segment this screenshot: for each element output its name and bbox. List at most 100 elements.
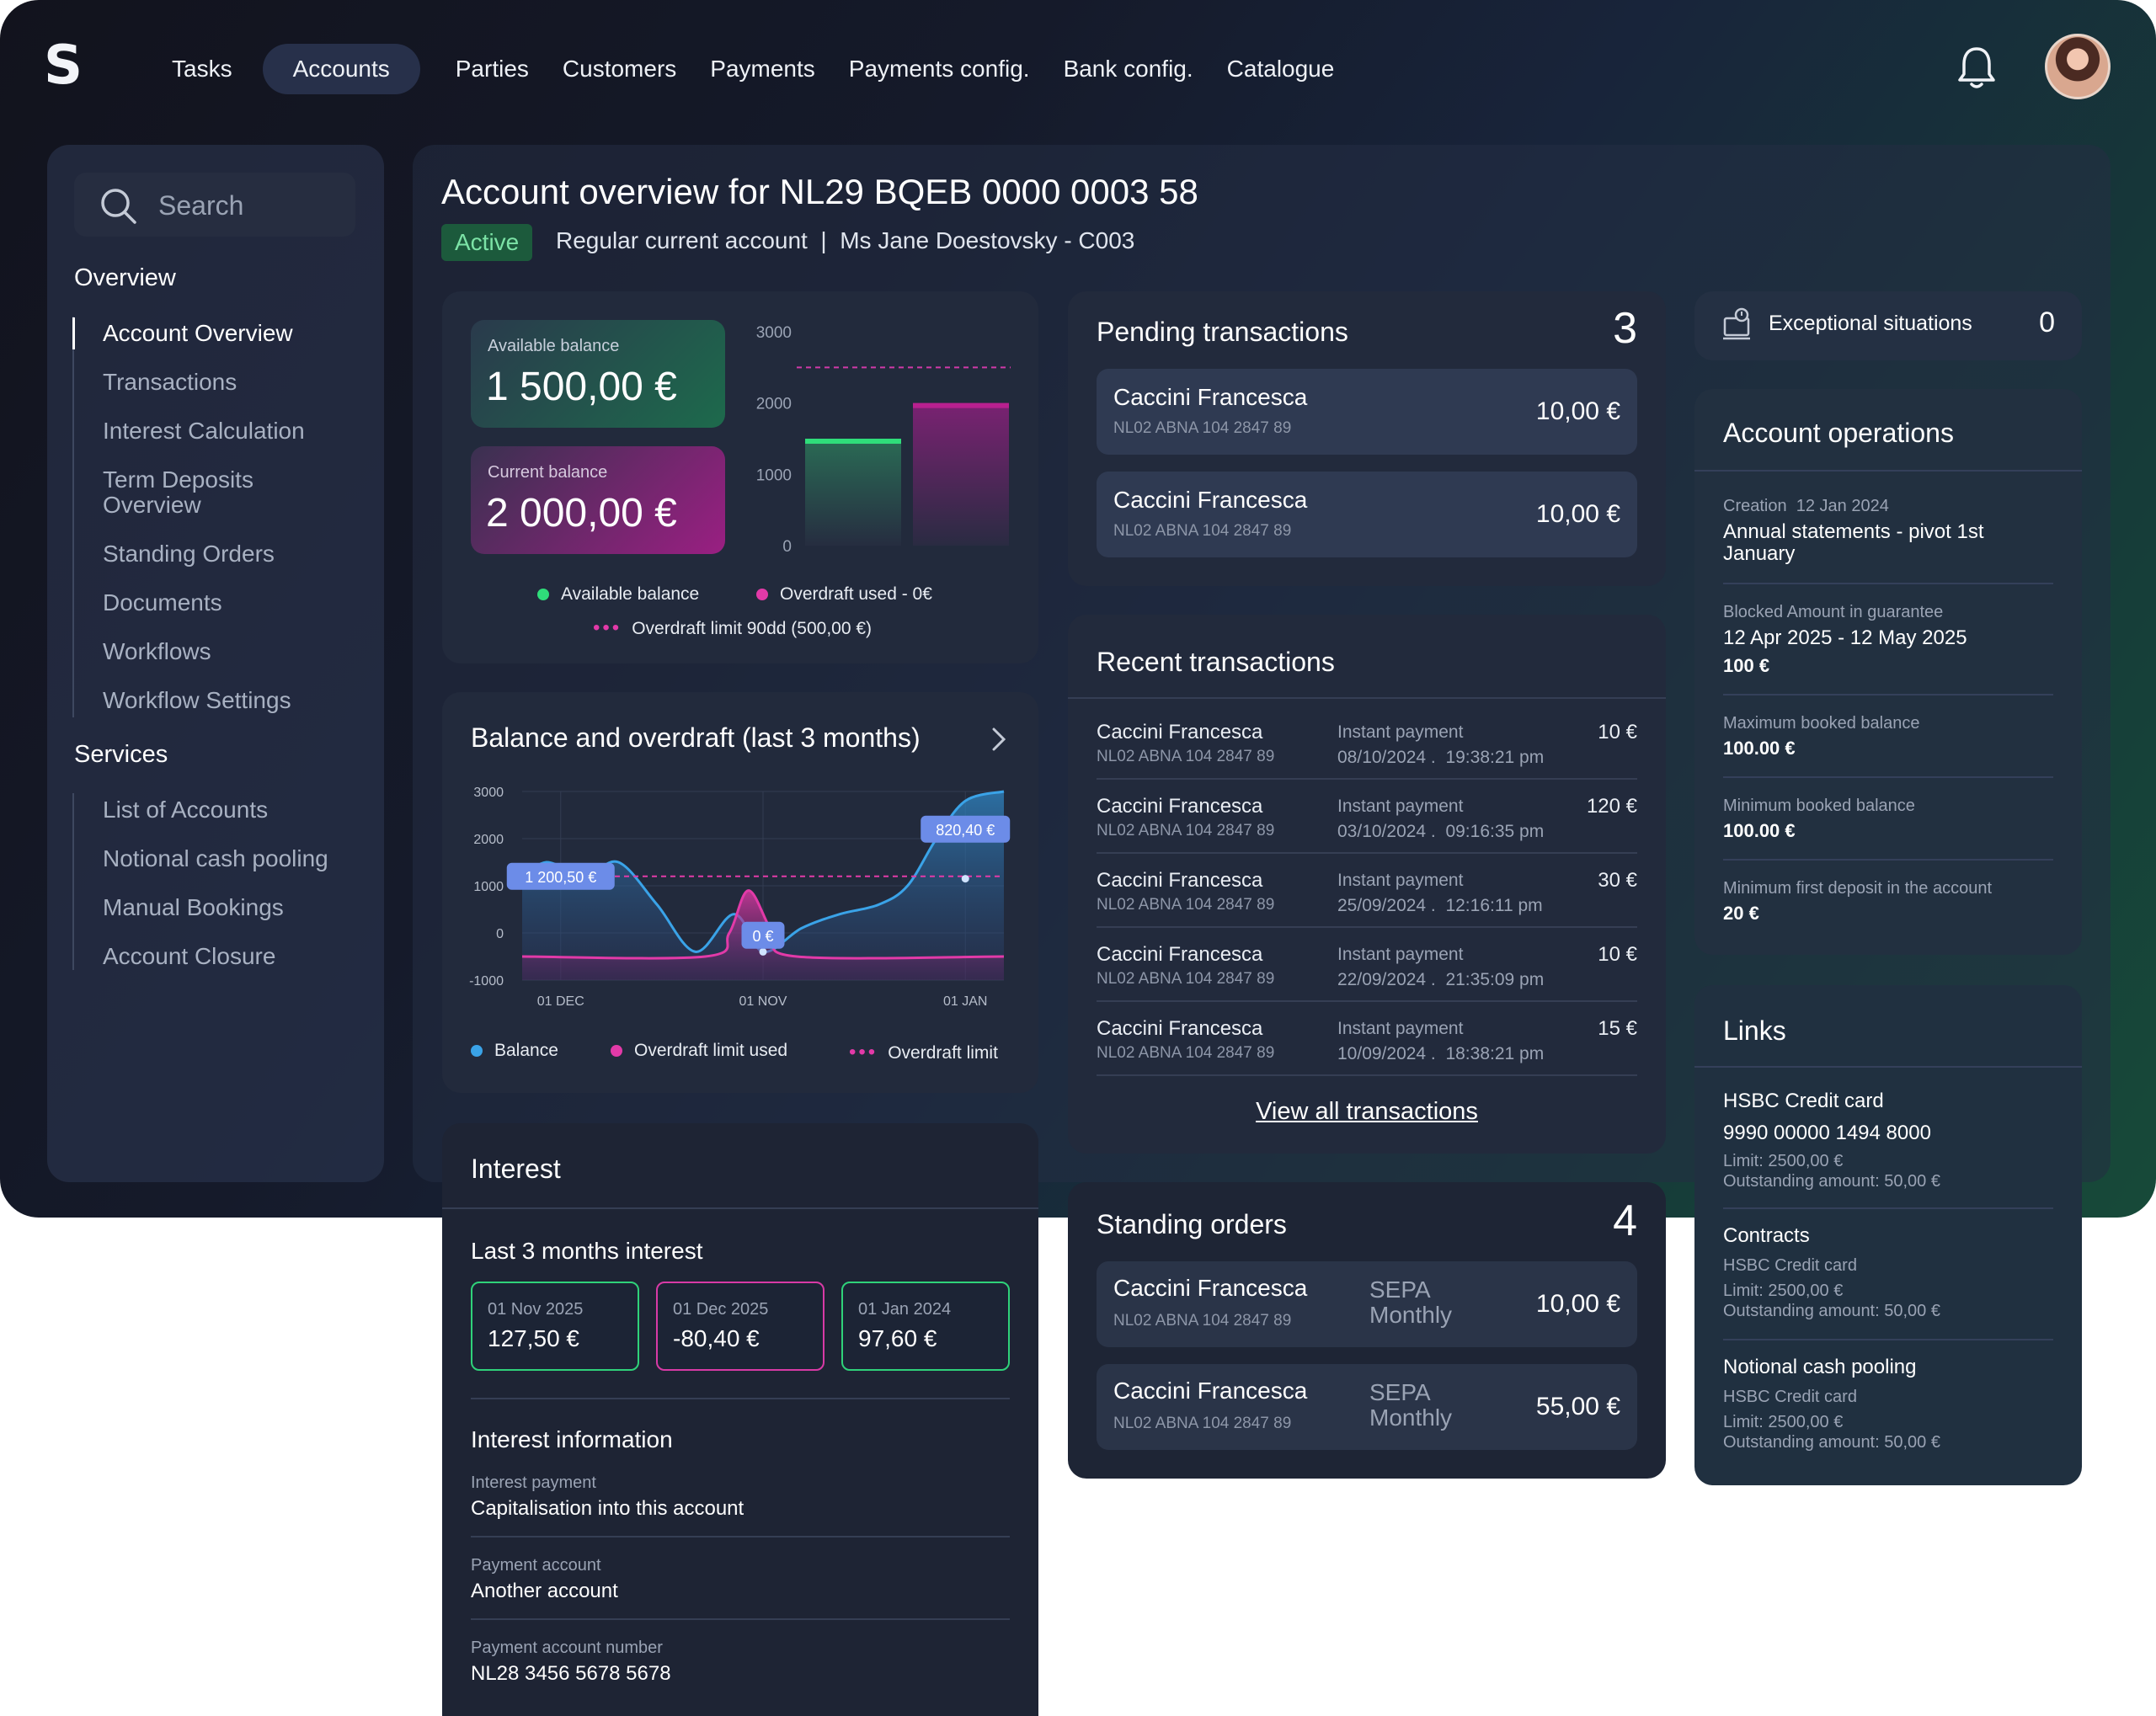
max-balance-value: 100.00 €	[1723, 738, 1796, 759]
pending-iban: NL02 ABNA 104 2847 89	[1113, 522, 1292, 540]
max-balance-label: Maximum booked balance	[1723, 714, 1920, 733]
interest-month-date: 01 Dec 2025	[673, 1300, 769, 1319]
sidebar-item-interest-calculation[interactable]: Interest Calculation	[103, 418, 305, 444]
divider	[1097, 926, 1637, 928]
nav-payments[interactable]: Payments	[710, 56, 815, 82]
callout-box	[741, 921, 785, 949]
links-title: Links	[1723, 1015, 1786, 1046]
standing-type: SEPA	[1369, 1379, 1431, 1405]
nav-customers[interactable]: Customers	[562, 56, 677, 82]
y-tick-label: 1000	[756, 466, 792, 484]
sidebar-item-notional-cash-pooling[interactable]: Notional cash pooling	[103, 845, 328, 871]
interest-month-value: 97,60 €	[858, 1325, 937, 1351]
user-avatar[interactable]	[2045, 34, 2111, 99]
balance-bar-chart: 3000 2000 1000 0	[756, 324, 1011, 556]
last3-interest-title: Last 3 months interest	[471, 1238, 703, 1264]
nav-accounts[interactable]: Accounts	[262, 44, 420, 94]
sidebar-item-list-of-accounts[interactable]: List of Accounts	[103, 797, 269, 823]
divider	[1723, 776, 2053, 778]
sidebar-section-overview[interactable]: Overview	[74, 264, 176, 291]
standing-count: 4	[1613, 1196, 1637, 1245]
sidebar-item-account-closure[interactable]: Account Closure	[103, 943, 276, 969]
recent-title: Recent transactions	[1097, 647, 1335, 677]
sidebar-tree-line	[72, 793, 74, 970]
sidebar-item-manual-bookings[interactable]: Manual Bookings	[103, 894, 284, 920]
y-tick-label: 2000	[756, 396, 792, 413]
sidebar-item-account-overview[interactable]: Account Overview	[103, 320, 293, 346]
standing-name: Caccini Francesca	[1113, 1378, 1308, 1404]
interest-month-date: 01 Nov 2025	[488, 1300, 584, 1319]
interest-month-box	[841, 1282, 1010, 1371]
pending-row[interactable]	[1097, 369, 1637, 455]
payment-account-label: Payment account	[471, 1556, 601, 1575]
nav-bank-config[interactable]: Bank config.	[1063, 56, 1193, 82]
view-all-transactions-link[interactable]: View all transactions	[1256, 1098, 1478, 1125]
standing-title: Standing orders	[1097, 1209, 1287, 1239]
sidebar-item-workflows[interactable]: Workflows	[103, 638, 211, 664]
divider	[1723, 583, 2053, 584]
sidebar-item-standing-orders[interactable]: Standing Orders	[103, 541, 275, 567]
pending-count: 3	[1613, 304, 1637, 353]
available-balance-value: 1 500,00 €	[486, 365, 677, 409]
bar-top-current	[913, 402, 1009, 408]
search-input[interactable]	[74, 173, 355, 237]
x-tick-label: 01 NOV	[739, 994, 787, 1009]
interest-month-box	[471, 1282, 639, 1371]
callout-box	[506, 862, 615, 890]
recent-tx-iban: NL02 ABNA 104 2847 89	[1097, 970, 1275, 988]
link-contracts-title[interactable]: Contracts	[1723, 1224, 1810, 1247]
sidebar-section-services[interactable]: Services	[74, 741, 168, 768]
link-cash-pooling-title[interactable]: Notional cash pooling	[1723, 1356, 1917, 1378]
first-deposit-label: Minimum first deposit in the account	[1723, 879, 1993, 898]
divider	[1723, 1207, 2053, 1209]
recent-tx-iban: NL02 ABNA 104 2847 89	[1097, 896, 1275, 914]
bar-top-available	[805, 439, 901, 444]
recent-tx-name: Caccini Francesca	[1097, 943, 1263, 966]
x-tick-label: 01 JAN	[943, 994, 987, 1009]
exceptional-situations-card[interactable]	[1694, 291, 2082, 360]
exceptional-label: Exceptional situations	[1769, 312, 1972, 335]
recent-transactions-card	[1068, 615, 1666, 1154]
account-subtitle: Regular current account | Ms Jane Doesto…	[556, 227, 1135, 253]
sidebar-item-documents[interactable]: Documents	[103, 589, 222, 616]
sidebar-item-workflow-settings[interactable]: Workflow Settings	[103, 687, 291, 713]
interest-month-date: 01 Jan 2024	[858, 1300, 952, 1319]
search-icon	[98, 185, 138, 226]
interest-info-title: Interest information	[471, 1426, 673, 1452]
standing-name: Caccini Francesca	[1113, 1275, 1308, 1301]
y-tick-label: -1000	[469, 974, 504, 989]
link-credit-card-title[interactable]: HSBC Credit card	[1723, 1090, 1884, 1112]
nav-parties[interactable]: Parties	[455, 56, 529, 82]
recent-tx-name: Caccini Francesca	[1097, 721, 1263, 743]
sidebar-item-term-deposits[interactable]: Term Deposits	[103, 466, 253, 493]
pending-row[interactable]	[1097, 472, 1637, 557]
bell-icon[interactable]	[1956, 44, 1998, 91]
chevron-right-icon[interactable]	[987, 724, 1011, 754]
interest-title: Interest	[471, 1154, 561, 1184]
standing-row[interactable]	[1097, 1364, 1637, 1450]
app-logo[interactable]: S	[44, 35, 83, 97]
creation-value: Annual statements - pivot 1st	[1723, 520, 1984, 543]
recent-tx-amount: 15 €	[1598, 1017, 1637, 1040]
sidebar-item-term-deposits-line2[interactable]: Overview	[103, 492, 201, 518]
divider	[1097, 852, 1637, 854]
sidebar-item-transactions[interactable]: Transactions	[103, 369, 237, 395]
standing-row[interactable]	[1097, 1261, 1637, 1347]
standing-frequency: Monthly	[1369, 1404, 1453, 1431]
recent-tx-type: Instant payment	[1337, 722, 1464, 742]
available-balance-label: Available balance	[488, 337, 620, 355]
standing-amount: 55,00 €	[1535, 1393, 1620, 1420]
min-balance-label: Minimum booked balance	[1723, 797, 1915, 815]
nav-tasks[interactable]: Tasks	[172, 56, 232, 82]
sidebar-tree-line	[72, 317, 74, 717]
nav-catalogue[interactable]: Catalogue	[1226, 56, 1335, 82]
nav-payments-config[interactable]: Payments config.	[848, 56, 1030, 82]
y-tick-label: 2000	[473, 833, 504, 847]
callout-box	[921, 815, 1011, 843]
links-card	[1694, 985, 2082, 1485]
alert-document-icon	[1721, 306, 1752, 340]
pending-name: Caccini Francesca	[1113, 487, 1308, 513]
link-credit-card-outstanding: Outstanding amount: 50,00 €	[1723, 1172, 1940, 1191]
blocked-dates: 12 Apr 2025 - 12 May 2025	[1723, 626, 1967, 649]
link-credit-card-number: 9990 00000 1494 8000	[1723, 1122, 1931, 1144]
